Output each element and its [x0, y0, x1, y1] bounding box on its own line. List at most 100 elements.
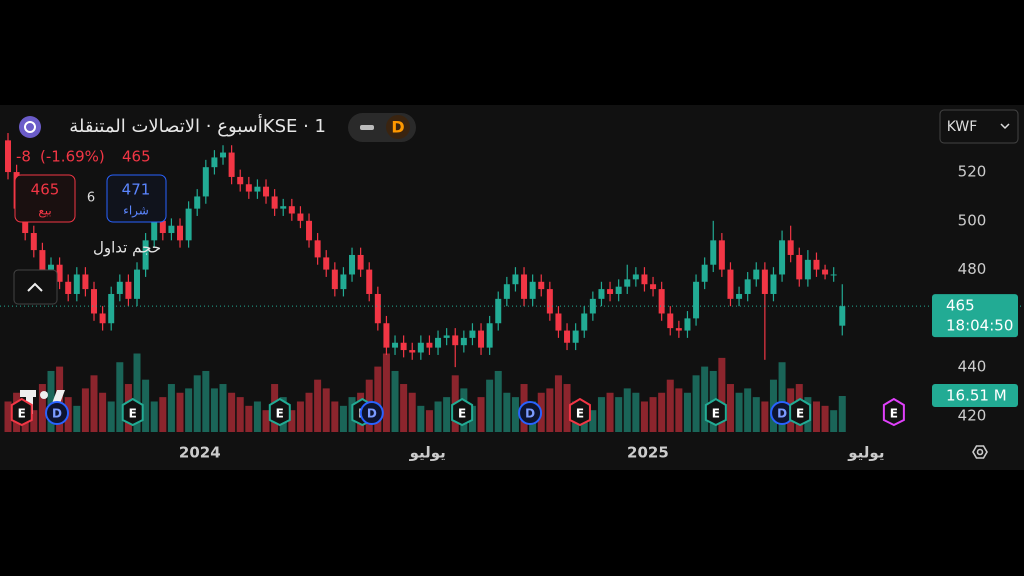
price-tag	[932, 294, 1018, 338]
currency: KWF	[947, 119, 978, 135]
volume-bar	[150, 401, 158, 432]
candle-body	[168, 225, 175, 234]
candle-body	[435, 337, 442, 348]
volume-legend: حجم تداول	[93, 239, 161, 257]
collapse-button[interactable]	[13, 269, 58, 305]
volume-bar	[546, 388, 554, 432]
volume-bar	[744, 388, 752, 432]
change-pct: (-1.69%)	[40, 148, 105, 166]
symbol-logo	[19, 116, 41, 138]
candle-body	[521, 274, 528, 299]
volume-bar	[812, 401, 820, 432]
event-badge	[789, 397, 812, 427]
candle-body	[254, 186, 261, 192]
candle-body	[813, 259, 820, 270]
candle-body	[718, 240, 725, 270]
volume-bar	[494, 370, 502, 432]
event-label: E	[276, 407, 284, 421]
volume-bar	[778, 362, 786, 432]
last-price: 465	[122, 148, 151, 166]
volume-bar	[701, 366, 709, 432]
volume-bar	[443, 397, 451, 432]
toggle-d-label: D	[391, 118, 404, 137]
volume-bar	[400, 384, 408, 432]
volume-bar	[477, 397, 485, 432]
settings-hex	[972, 445, 988, 459]
volume-bar	[503, 392, 511, 432]
currency-box[interactable]	[939, 109, 1019, 144]
volume-bar	[554, 375, 562, 432]
volume-bar	[314, 379, 322, 432]
candle-body	[366, 269, 373, 294]
candle-body	[736, 293, 743, 299]
candle-body	[194, 196, 201, 209]
volume-bar	[640, 401, 648, 432]
volume-bar	[821, 405, 829, 432]
volume-bar	[683, 392, 691, 432]
candle-body	[383, 323, 390, 348]
candle-body	[830, 274, 837, 276]
volume-bar	[417, 405, 425, 432]
sell-button[interactable]	[14, 174, 76, 223]
event-badge	[568, 397, 591, 427]
candle-body	[220, 152, 227, 158]
candle-body	[495, 298, 502, 324]
candle-body	[770, 274, 777, 294]
candle-body	[624, 279, 631, 287]
candle-body	[392, 342, 399, 348]
candle-body	[374, 293, 381, 324]
candle-body	[280, 206, 287, 209]
y-tick-label: 480	[958, 260, 987, 278]
candle-body	[607, 289, 614, 294]
volume-bar	[615, 397, 623, 432]
volume-bar	[228, 392, 236, 432]
event-label: E	[796, 407, 804, 421]
volume-bar	[305, 392, 313, 432]
candle-body	[761, 269, 768, 294]
volume-bar	[30, 410, 38, 432]
candle-body	[323, 257, 330, 270]
volume-bar	[185, 388, 193, 432]
candle-body	[538, 281, 545, 290]
candle-body	[185, 208, 192, 241]
volume-bar	[391, 370, 399, 432]
symbol-title[interactable]: KSE · 1أسبوع · الاتصالات المتنقلة	[69, 114, 326, 137]
volume-bar	[692, 375, 700, 432]
volume-bar	[511, 397, 519, 432]
candle-body	[452, 335, 459, 346]
candle-body	[288, 206, 295, 214]
buy-label: شراء	[123, 204, 149, 219]
tv-logo-dot	[40, 391, 48, 399]
candle-body	[650, 284, 657, 290]
candle-body	[469, 330, 476, 338]
candle-body	[701, 264, 708, 282]
buy-button[interactable]	[106, 174, 167, 223]
candle-body	[211, 157, 218, 168]
volume-bar	[167, 384, 175, 432]
candle-body	[48, 264, 55, 270]
volume-bar	[761, 401, 769, 432]
candle-body	[65, 281, 72, 294]
volume-bar	[331, 401, 339, 432]
candle-body	[486, 323, 493, 348]
x-tick-label: 2025	[627, 444, 669, 462]
symbol-logo-mark	[24, 121, 36, 133]
candle-body	[727, 269, 734, 299]
candle-body	[116, 281, 123, 294]
volume-bar	[339, 405, 347, 432]
candle-body	[641, 274, 648, 285]
candle-body	[564, 330, 571, 343]
x-tick-label: يوليو	[847, 444, 884, 462]
candle-body	[684, 318, 691, 331]
volume-bar	[262, 410, 270, 432]
toggle-d[interactable]	[386, 115, 410, 139]
volume-bar	[675, 388, 683, 432]
volume-bar	[236, 397, 244, 432]
event-badge	[704, 397, 727, 427]
candle-body	[796, 254, 803, 280]
volume-bar	[47, 370, 55, 432]
settings-icon[interactable]	[972, 445, 988, 459]
candle-body	[349, 254, 356, 275]
volume-bar	[133, 353, 141, 432]
